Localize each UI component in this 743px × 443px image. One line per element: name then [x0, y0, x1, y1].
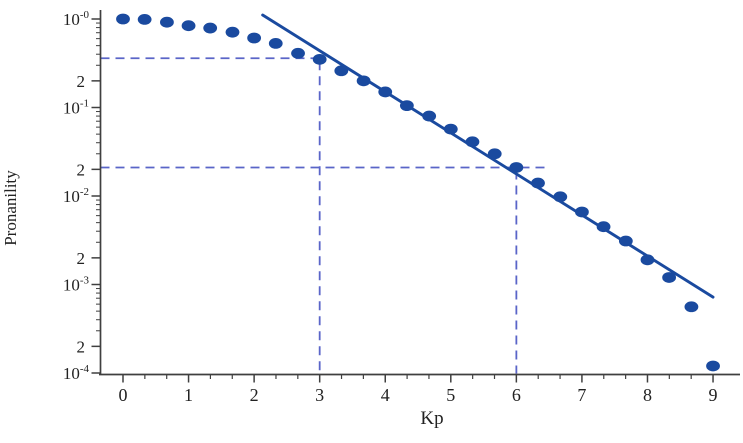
data-point: [312, 53, 327, 65]
data-point: [640, 254, 655, 266]
x-tick-label: 8: [643, 385, 652, 405]
x-tick-label: 4: [381, 385, 390, 405]
data-point: [596, 221, 611, 233]
x-tick-label: 9: [709, 385, 718, 405]
fit-line: [261, 13, 715, 299]
data-point: [422, 110, 437, 122]
y-tick-label: 10-0: [63, 9, 90, 29]
data-point: [247, 32, 262, 44]
y-axis-title: Pronanility: [1, 170, 20, 246]
data-point: [509, 162, 524, 173]
data-point: [618, 235, 633, 247]
data-point: [662, 272, 677, 283]
data-point: [487, 148, 502, 160]
data-point: [378, 86, 393, 98]
data-point: [268, 38, 283, 49]
x-tick-label: 5: [446, 385, 455, 405]
data-point: [399, 100, 414, 112]
x-axis-title: Kp: [420, 408, 443, 429]
data-point: [137, 13, 152, 25]
y-tick-label: 10-2: [63, 186, 89, 206]
data-point: [684, 301, 699, 313]
data-point: [706, 360, 720, 372]
data-point: [531, 177, 545, 189]
data-point: [334, 65, 349, 77]
y-tick-label: 2: [77, 249, 86, 268]
data-point: [181, 20, 196, 32]
x-tick-label: 1: [184, 385, 193, 405]
data-point: [553, 191, 568, 203]
y-tick-label: 2: [77, 72, 86, 91]
y-tick-label: 10-3: [63, 275, 90, 295]
data-point: [443, 123, 458, 135]
x-tick-label: 7: [577, 385, 586, 405]
x-tick-label: 0: [119, 385, 128, 405]
data-point: [465, 136, 480, 148]
y-tick-label: 2: [77, 160, 86, 179]
data-point: [356, 75, 371, 87]
y-tick-label: 10-4: [63, 363, 90, 383]
data-point: [203, 22, 218, 34]
data-point: [160, 16, 174, 28]
y-tick-label: 10-1: [63, 98, 89, 118]
data-point: [225, 26, 240, 38]
y-tick-label: 2: [77, 337, 86, 356]
data-point: [291, 47, 305, 59]
data-point: [116, 13, 130, 25]
x-tick-label: 6: [512, 385, 521, 405]
x-tick-label: 3: [315, 385, 324, 405]
x-tick-label: 2: [250, 385, 259, 405]
data-point: [575, 206, 589, 218]
